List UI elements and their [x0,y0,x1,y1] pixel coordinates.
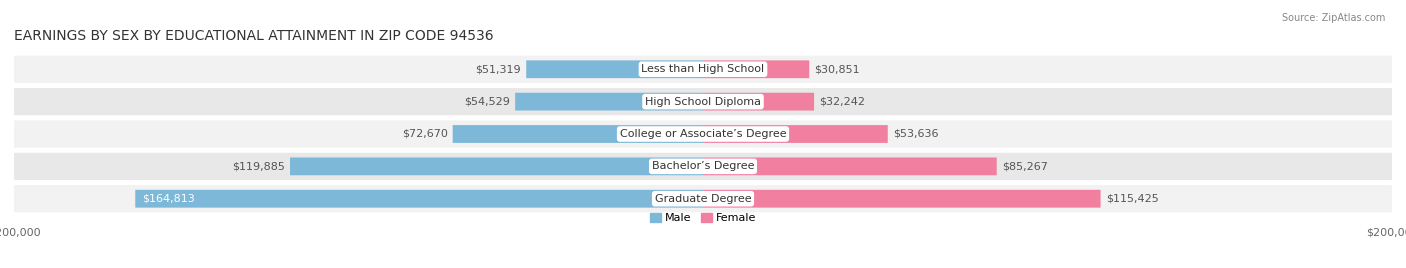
Text: College or Associate’s Degree: College or Associate’s Degree [620,129,786,139]
Text: $32,242: $32,242 [820,97,865,107]
Text: $54,529: $54,529 [464,97,510,107]
Text: Bachelor’s Degree: Bachelor’s Degree [652,161,754,171]
FancyBboxPatch shape [526,60,703,78]
Text: Less than High School: Less than High School [641,64,765,74]
Text: $119,885: $119,885 [232,161,285,171]
Text: $85,267: $85,267 [1002,161,1047,171]
FancyBboxPatch shape [14,88,1392,115]
Text: Source: ZipAtlas.com: Source: ZipAtlas.com [1281,13,1385,23]
FancyBboxPatch shape [703,93,814,110]
FancyBboxPatch shape [135,190,703,208]
FancyBboxPatch shape [703,158,997,175]
Text: $53,636: $53,636 [893,129,938,139]
Text: EARNINGS BY SEX BY EDUCATIONAL ATTAINMENT IN ZIP CODE 94536: EARNINGS BY SEX BY EDUCATIONAL ATTAINMEN… [14,29,494,43]
FancyBboxPatch shape [14,185,1392,212]
FancyBboxPatch shape [14,56,1392,83]
FancyBboxPatch shape [453,125,703,143]
FancyBboxPatch shape [703,60,810,78]
Text: High School Diploma: High School Diploma [645,97,761,107]
FancyBboxPatch shape [703,125,887,143]
FancyBboxPatch shape [515,93,703,110]
FancyBboxPatch shape [703,190,1101,208]
FancyBboxPatch shape [290,158,703,175]
FancyBboxPatch shape [14,153,1392,180]
Text: $164,813: $164,813 [142,194,195,204]
FancyBboxPatch shape [14,120,1392,148]
Text: Graduate Degree: Graduate Degree [655,194,751,204]
Legend: Male, Female: Male, Female [645,209,761,228]
Text: $72,670: $72,670 [402,129,447,139]
Text: $30,851: $30,851 [814,64,860,74]
Text: $115,425: $115,425 [1105,194,1159,204]
Text: $51,319: $51,319 [475,64,522,74]
